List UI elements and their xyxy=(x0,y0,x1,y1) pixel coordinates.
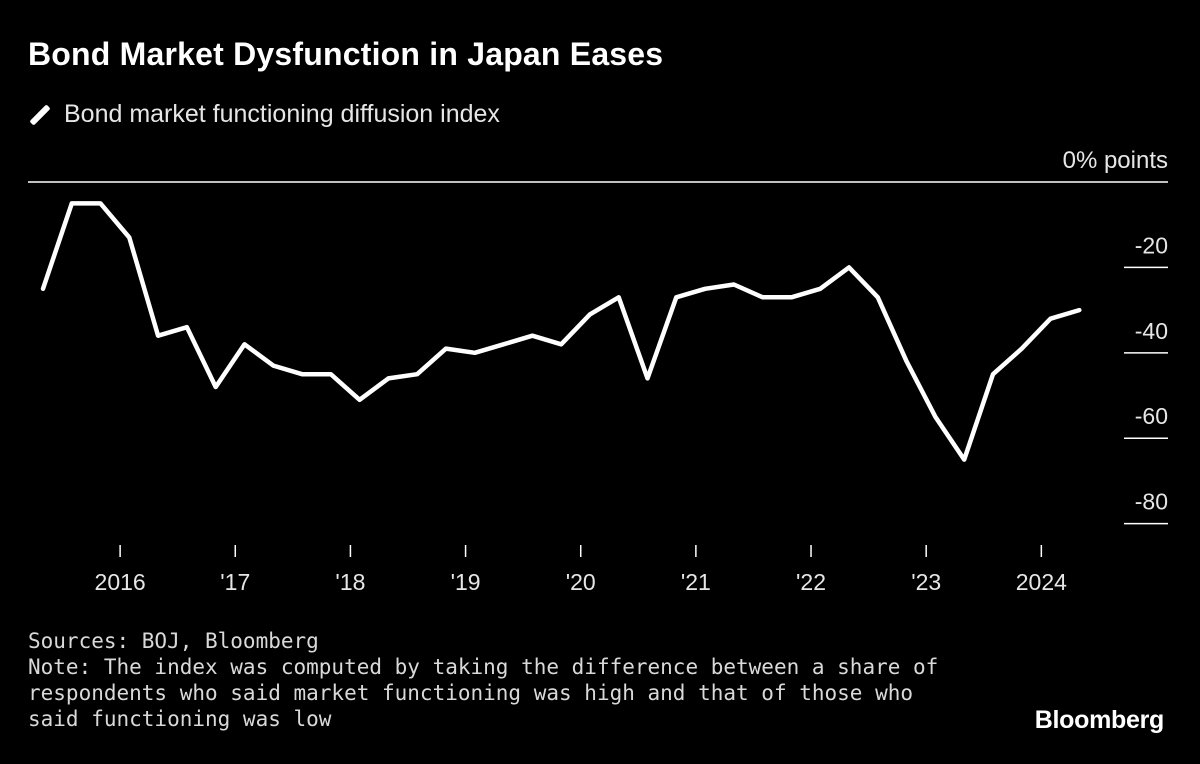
y-tick-label: -60 xyxy=(1135,403,1168,429)
x-tick-label: '22 xyxy=(796,569,826,595)
x-tick-label: '18 xyxy=(335,569,365,595)
legend-label: Bond market functioning diffusion index xyxy=(64,100,500,128)
x-tick-label: '23 xyxy=(911,569,941,595)
x-tick-label: 2024 xyxy=(1016,569,1067,595)
y-tick-label: -20 xyxy=(1135,232,1168,258)
x-tick-label: '21 xyxy=(681,569,711,595)
y-tick-label: -40 xyxy=(1135,318,1168,344)
chart-footer: Sources: BOJ, Bloomberg Note: The index … xyxy=(28,628,948,732)
x-tick-label: 2016 xyxy=(95,569,146,595)
y-axis-unit-label: 0% points xyxy=(1063,147,1168,174)
x-tick-label: '20 xyxy=(566,569,596,595)
series-line xyxy=(40,201,1082,462)
x-tick-label: '19 xyxy=(451,569,481,595)
y-tick-label: -80 xyxy=(1135,489,1168,515)
bloomberg-logo: Bloomberg xyxy=(1034,706,1165,734)
x-tick-label: '17 xyxy=(220,569,250,595)
note-text: Note: The index was computed by taking t… xyxy=(28,655,939,731)
chart-title: Bond Market Dysfunction in Japan Eases xyxy=(28,36,664,72)
legend: Bond market functioning diffusion index xyxy=(28,100,500,129)
sources-text: Sources: BOJ, Bloomberg xyxy=(28,629,319,653)
